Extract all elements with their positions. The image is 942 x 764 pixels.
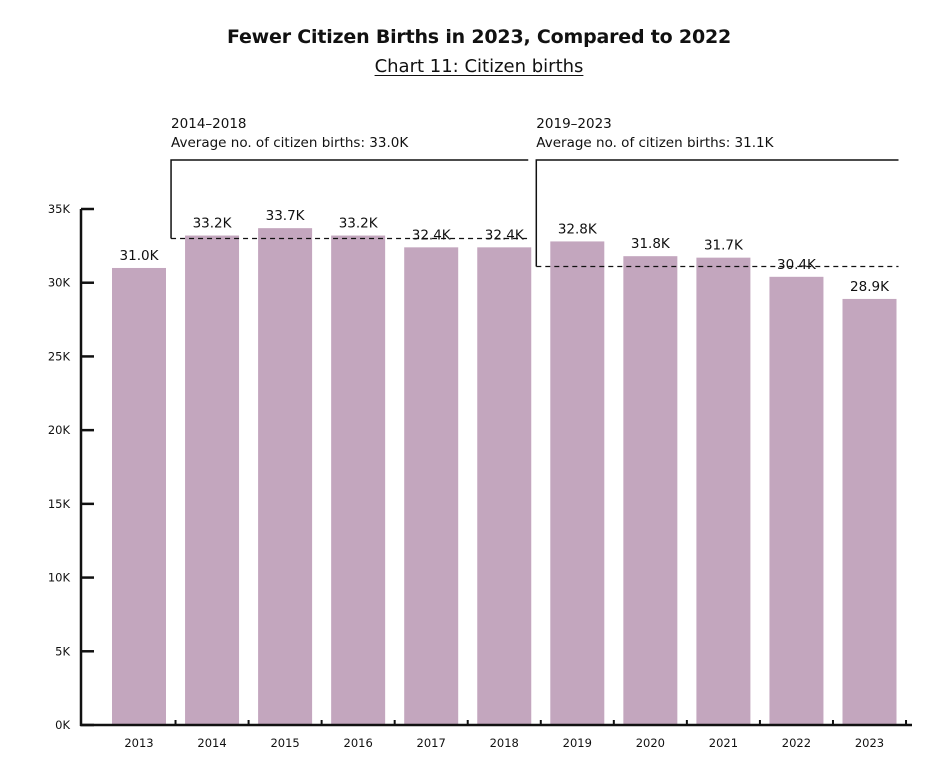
x-tick-label-2018: 2018 bbox=[490, 736, 519, 750]
y-tick-label-35: 35K bbox=[48, 202, 71, 216]
bracket-1 bbox=[170, 159, 529, 239]
value-label-2015: 33.7K bbox=[266, 208, 306, 224]
x-tick-label-2023: 2023 bbox=[855, 736, 884, 750]
bar-2022 bbox=[769, 276, 824, 725]
y-tick-label-30: 30K bbox=[48, 276, 71, 290]
x-tick-label-2014: 2014 bbox=[197, 736, 226, 750]
bar-2020 bbox=[623, 256, 678, 725]
bar-2018 bbox=[477, 247, 532, 725]
x-tick-label-2013: 2013 bbox=[124, 736, 153, 750]
y-tick-label-5: 5K bbox=[55, 644, 70, 658]
x-tick-label-2016: 2016 bbox=[344, 736, 373, 750]
x-tick-label-2022: 2022 bbox=[782, 736, 811, 750]
value-label-2022: 30.4K bbox=[777, 257, 817, 273]
bar-2021 bbox=[696, 257, 751, 725]
annotation-period-2: 2019–2023 bbox=[536, 116, 611, 132]
y-tick-label-25: 25K bbox=[48, 349, 71, 363]
annotations-group: 2014–2018 Average no. of citizen births: … bbox=[170, 116, 899, 268]
y-tick-label-0: 0K bbox=[55, 718, 70, 732]
value-label-2013: 31.0K bbox=[120, 248, 160, 264]
value-label-2023: 28.9K bbox=[850, 279, 890, 295]
value-label-2016: 33.2K bbox=[339, 216, 379, 232]
value-label-2021: 31.7K bbox=[704, 238, 744, 254]
x-tick-label-2019: 2019 bbox=[563, 736, 592, 750]
bar-2015 bbox=[258, 228, 313, 725]
bar-2013 bbox=[112, 267, 166, 725]
bracket-2 bbox=[535, 159, 899, 267]
bar-2017 bbox=[404, 247, 459, 725]
annotation-period-1: 2014–2018 bbox=[171, 116, 246, 132]
bar-2023 bbox=[842, 298, 897, 725]
bar-2019 bbox=[550, 241, 605, 726]
bar-2014 bbox=[185, 235, 240, 725]
axes-group: 2013 2014 2015 2016 2017 2018 2019 2020 2021 2022… bbox=[48, 202, 912, 750]
x-tick-label-2020: 2020 bbox=[636, 736, 665, 750]
annotation-average-2: Average no. of citizen births: 31.1K bbox=[536, 135, 774, 151]
chart-title: Fewer Citizen Births in 2023, Compared t… bbox=[226, 26, 732, 48]
x-tick-label-2017: 2017 bbox=[417, 736, 446, 750]
annotation-average-1: Average no. of citizen births: 33.0K bbox=[171, 135, 409, 151]
y-tick-label-20: 20K bbox=[48, 423, 71, 437]
x-tick-label-2015: 2015 bbox=[270, 736, 299, 750]
value-labels-group: 31.0K 33.2K 33.7K 33.2K 32.4K 32.4K 32.8K 31.8K… bbox=[120, 208, 891, 295]
value-label-2020: 31.8K bbox=[631, 236, 671, 252]
y-tick-label-10: 10K bbox=[48, 571, 71, 585]
x-tick-label-2021: 2021 bbox=[709, 736, 738, 750]
bar-2016 bbox=[331, 235, 386, 725]
y-tick-label-15: 15K bbox=[48, 497, 71, 511]
value-label-2014: 33.2K bbox=[193, 216, 233, 232]
value-label-2018: 32.4K bbox=[485, 227, 525, 243]
value-label-2017: 32.4K bbox=[412, 227, 452, 243]
value-label-2019: 32.8K bbox=[558, 221, 598, 237]
bars-group bbox=[112, 228, 897, 726]
chart-subtitle: Chart 11: Citizen births bbox=[374, 56, 584, 77]
